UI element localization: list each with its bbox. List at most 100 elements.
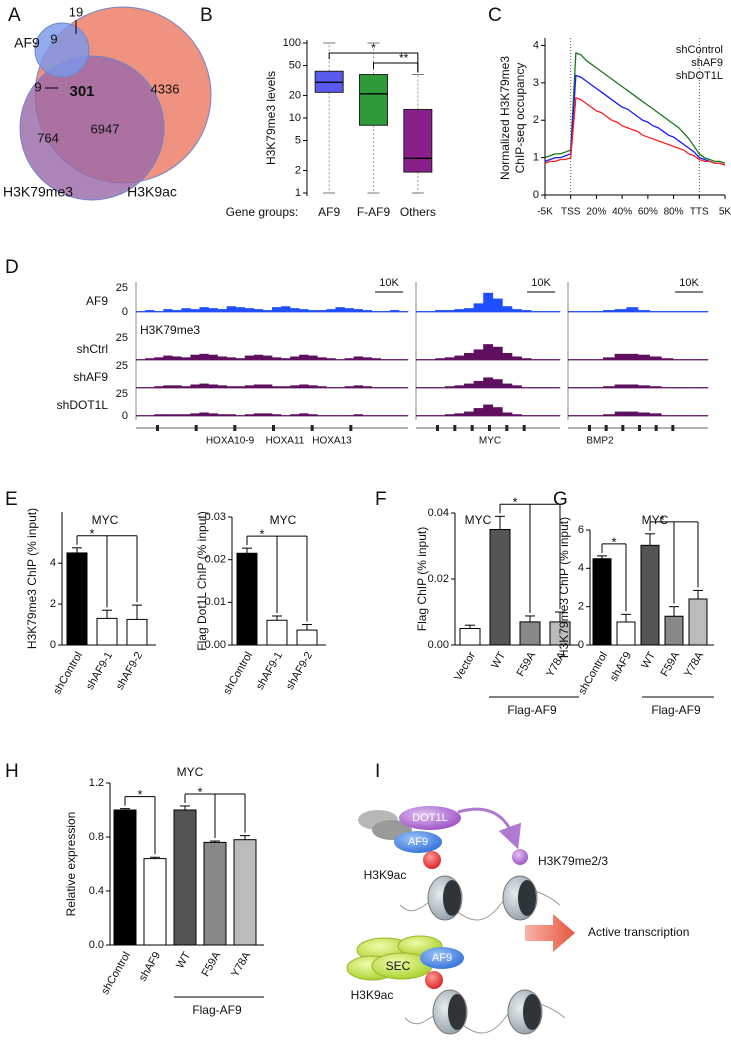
signal-bar <box>272 386 282 388</box>
sig-bracket <box>373 62 419 73</box>
signal-bar <box>272 307 282 312</box>
panel-letter: D <box>5 257 19 278</box>
signal-bar <box>217 385 227 388</box>
signal-bar <box>398 359 409 360</box>
signal-bar <box>136 311 146 312</box>
group-label: Flag-AF9 <box>507 703 557 717</box>
y-tick-label: 4 <box>578 562 584 574</box>
signal-bar <box>235 415 246 416</box>
signal-bar <box>235 307 246 312</box>
y-tick-label: 5 <box>295 134 301 146</box>
signal-bar <box>299 384 309 388</box>
signal-bar <box>226 357 237 360</box>
signal-bar <box>217 309 227 312</box>
y-tick-label: 100 <box>283 37 301 49</box>
bar <box>459 628 481 646</box>
y-tick-label: 10 <box>289 112 301 124</box>
y-tick-label: 0.02 <box>428 573 449 585</box>
panel-letter: A <box>8 5 21 26</box>
signal-bar <box>226 306 237 312</box>
signal-bar <box>253 384 264 388</box>
signal-bar <box>226 386 237 388</box>
legend-label: shControl <box>676 44 723 56</box>
scale-label: 10K <box>679 277 699 289</box>
signal-bar <box>492 346 503 360</box>
chart-title: MYC <box>642 513 669 527</box>
signal-bar <box>512 414 522 416</box>
y-tick-label: 0.00 <box>205 639 226 651</box>
signal-bar <box>425 311 436 312</box>
y-tick-label: 0.0 <box>89 939 104 951</box>
scale-label: 10K <box>379 277 399 289</box>
big-arrow <box>525 914 575 952</box>
signal-bar <box>217 414 227 416</box>
track-label: AF9 <box>86 294 108 308</box>
signal-bar <box>235 358 246 360</box>
signal-bar <box>603 310 615 312</box>
signal-bar <box>550 359 561 360</box>
series-line <box>544 52 726 164</box>
signal-bar <box>181 414 191 416</box>
region-count: 301 <box>69 83 94 100</box>
signal-bar <box>290 308 300 312</box>
signal-bar <box>299 354 309 360</box>
signal-bar <box>416 359 426 360</box>
signal-bar <box>199 412 209 416</box>
y-tick-label: 2 <box>578 601 584 613</box>
x-tick-label: TTS <box>690 207 709 218</box>
signal-bar <box>281 415 291 416</box>
signal-bar <box>531 359 542 360</box>
signal-bar <box>579 359 592 360</box>
signal-bar <box>244 385 255 388</box>
y-axis-label: Normalized H3K79me3 <box>498 56 512 180</box>
signal-bar <box>550 415 561 416</box>
signal-bar <box>568 415 580 416</box>
x-tick-label: 5K <box>719 207 731 218</box>
y-axis-label: H3K79me3 ChIP (% input) <box>557 517 571 658</box>
exon <box>436 425 439 431</box>
signal-bar <box>696 359 709 360</box>
signal-bar <box>172 310 182 312</box>
exon <box>310 425 314 431</box>
signal-bar <box>444 357 455 360</box>
signal-bar <box>317 357 327 360</box>
signal-bar <box>626 353 639 360</box>
region-count: 9 <box>34 79 41 94</box>
signal-bar <box>512 309 522 312</box>
signal-bar <box>454 413 465 416</box>
signal-bar <box>454 309 465 312</box>
signal-bar <box>389 359 400 360</box>
signal-bar <box>317 310 327 312</box>
nucleosome-core <box>448 994 466 1030</box>
signal-bar <box>335 307 345 312</box>
signal-bar <box>136 359 146 360</box>
y-tick-label: 20 <box>289 89 301 101</box>
bar <box>143 858 167 946</box>
bar <box>96 617 118 646</box>
signal-bar <box>591 415 604 416</box>
signal-bar <box>425 415 436 416</box>
signal-bar <box>181 357 191 360</box>
signal-bar <box>591 359 604 360</box>
signal-bar <box>136 415 146 416</box>
x-tick-label: shAF9-1 <box>254 650 285 692</box>
box <box>403 108 433 173</box>
x-tick-label: WT <box>174 950 193 971</box>
x-tick-label: shAF9 <box>608 650 634 684</box>
y-axis-label: H3K79me3 ChIP (% input) <box>25 508 39 649</box>
diagram-label: SEC <box>386 959 411 973</box>
signal-bar <box>353 356 363 360</box>
signal-bar <box>579 415 592 416</box>
panel-letter: G <box>553 489 568 510</box>
signal-bar <box>626 307 639 312</box>
signal-bar <box>398 311 409 312</box>
y-tick-label: 4 <box>533 39 539 51</box>
signal-bar <box>492 379 503 388</box>
signal-bar <box>262 413 273 416</box>
signal-bar <box>435 310 446 312</box>
signal-bar <box>308 414 318 416</box>
bar <box>664 615 684 646</box>
signal-bar <box>591 311 604 312</box>
signal-bar <box>281 358 291 360</box>
x-tick-label: TSS <box>561 207 581 218</box>
